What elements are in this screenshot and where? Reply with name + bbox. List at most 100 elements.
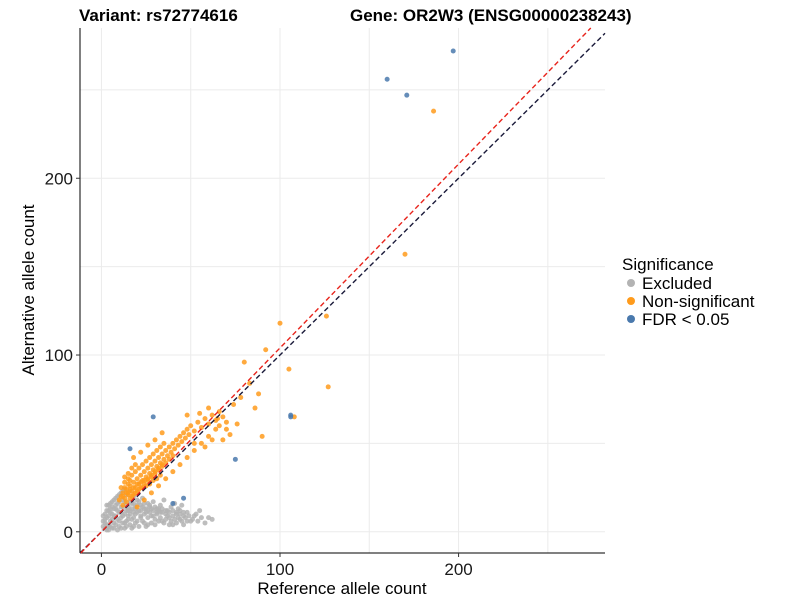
point-non-significant: [170, 453, 176, 459]
point-non-significant: [277, 320, 283, 326]
point-excluded: [136, 523, 142, 529]
point-non-significant: [227, 432, 233, 438]
point-excluded: [107, 506, 113, 512]
x-axis-title: Reference allele count: [257, 579, 426, 598]
point-non-significant: [184, 412, 190, 418]
point-fdr-0-05: [170, 501, 176, 507]
point-non-significant: [184, 426, 190, 432]
point-non-significant: [152, 458, 158, 464]
point-excluded: [106, 513, 112, 519]
point-excluded: [198, 515, 204, 521]
point-fdr-0-05: [127, 446, 133, 452]
point-excluded: [136, 499, 142, 505]
y-axis-title: Alternative allele count: [19, 204, 38, 375]
data-points: [100, 48, 456, 533]
point-non-significant: [209, 437, 215, 443]
point-excluded: [209, 516, 215, 522]
point-non-significant: [216, 423, 222, 429]
reference-lines: [79, 27, 606, 554]
point-fdr-0-05: [404, 92, 410, 98]
point-non-significant: [181, 430, 187, 436]
point-excluded: [143, 523, 149, 529]
legend-key-0: [627, 279, 635, 287]
point-non-significant: [170, 469, 176, 475]
chart-title-gene: Gene: OR2W3 (ENSG00000238243): [350, 6, 632, 25]
point-excluded: [150, 499, 156, 505]
point-excluded: [190, 516, 195, 522]
point-non-significant: [141, 497, 147, 503]
point-non-significant: [134, 476, 140, 482]
point-excluded: [161, 497, 167, 503]
point-non-significant: [431, 108, 437, 114]
point-non-significant: [159, 451, 165, 457]
point-excluded: [197, 508, 203, 514]
point-non-significant: [191, 428, 197, 434]
point-non-significant: [191, 447, 197, 453]
point-excluded: [131, 515, 137, 521]
point-excluded: [125, 516, 131, 522]
point-non-significant: [195, 419, 201, 425]
point-non-significant: [163, 447, 169, 453]
point-excluded: [140, 518, 145, 524]
point-non-significant: [206, 421, 212, 427]
point-excluded: [111, 497, 117, 503]
legend-key-1: [627, 297, 635, 305]
point-non-significant: [157, 472, 163, 478]
point-non-significant: [186, 432, 192, 438]
axis-ticks: 0 100 200 0 100 200: [45, 169, 473, 579]
point-non-significant: [166, 444, 172, 450]
point-non-significant: [136, 465, 142, 471]
legend-label-0: Excluded: [642, 274, 712, 293]
point-non-significant: [238, 394, 244, 400]
point-excluded: [193, 511, 199, 517]
point-non-significant: [120, 490, 126, 496]
point-non-significant: [123, 499, 129, 505]
point-non-significant: [129, 465, 135, 471]
point-non-significant: [159, 430, 165, 436]
y-tick-label: 0: [64, 523, 73, 542]
point-non-significant: [148, 462, 154, 468]
point-excluded: [184, 518, 190, 524]
point-non-significant: [132, 490, 138, 496]
point-non-significant: [256, 391, 262, 397]
point-excluded: [113, 502, 119, 508]
point-excluded: [170, 508, 176, 514]
point-non-significant: [173, 437, 179, 443]
gridlines: [80, 28, 605, 553]
point-non-significant: [157, 444, 163, 450]
point-non-significant: [202, 416, 208, 422]
legend-key-2: [627, 315, 635, 323]
point-non-significant: [159, 462, 165, 468]
point-fdr-0-05: [232, 456, 238, 462]
point-non-significant: [188, 423, 194, 429]
point-non-significant: [138, 472, 144, 478]
point-non-significant: [147, 455, 153, 461]
point-excluded: [152, 522, 158, 528]
point-non-significant: [263, 347, 269, 353]
point-excluded: [202, 520, 208, 526]
point-fdr-0-05: [450, 48, 456, 54]
point-non-significant: [184, 455, 190, 461]
point-excluded: [145, 515, 151, 521]
point-excluded: [181, 522, 187, 528]
point-non-significant: [131, 455, 137, 461]
point-non-significant: [213, 426, 219, 432]
point-non-significant: [182, 435, 188, 441]
point-non-significant: [156, 465, 162, 471]
point-non-significant: [325, 384, 331, 390]
point-non-significant: [177, 462, 183, 468]
legend-label-1: Non-significant: [642, 292, 755, 311]
point-non-significant: [131, 485, 137, 491]
point-non-significant: [127, 478, 133, 484]
point-non-significant: [241, 359, 247, 365]
axes: [79, 28, 605, 554]
point-excluded: [141, 501, 147, 507]
point-non-significant: [161, 440, 167, 446]
point-non-significant: [150, 451, 156, 457]
point-non-significant: [120, 502, 126, 508]
point-fdr-0-05: [288, 412, 294, 418]
x-tick-label: 100: [266, 560, 294, 579]
point-excluded: [132, 520, 138, 526]
point-excluded: [173, 511, 179, 517]
